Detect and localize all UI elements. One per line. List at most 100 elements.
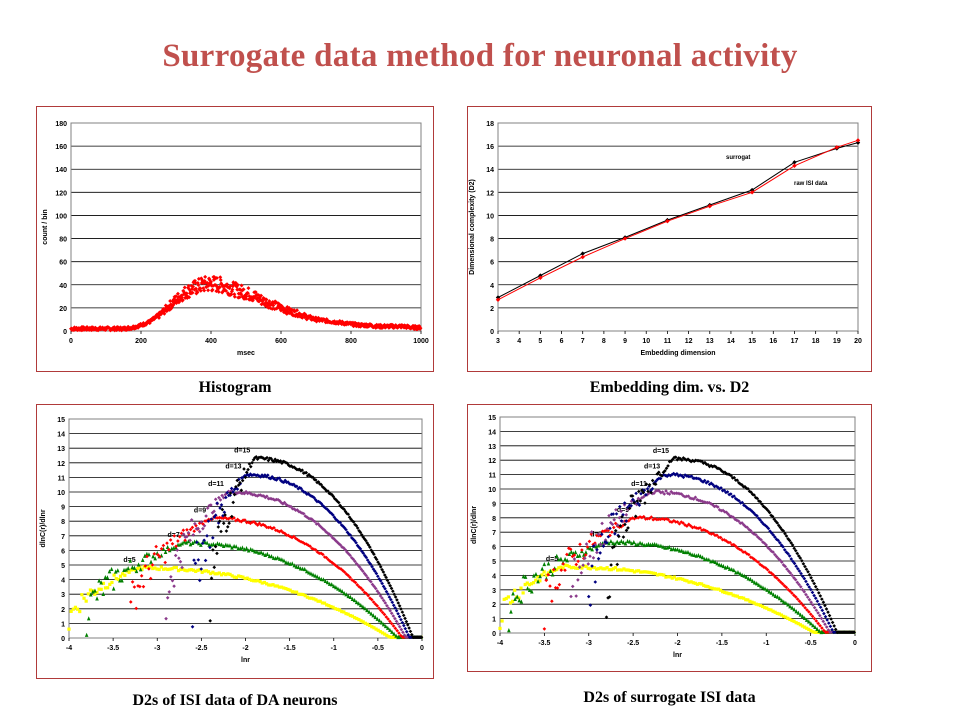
data-point (569, 594, 573, 599)
data-point (109, 566, 114, 572)
data-point (348, 575, 352, 580)
data-point (232, 487, 237, 492)
data-point (619, 519, 624, 523)
data-point (246, 548, 251, 553)
data-point (769, 531, 774, 535)
data-point (766, 545, 770, 550)
data-point (385, 578, 390, 583)
data-point (186, 283, 191, 288)
data-point (402, 623, 406, 628)
data-point (308, 474, 313, 478)
data-point (792, 619, 796, 623)
data-point (660, 572, 664, 577)
data-point (826, 628, 831, 632)
data-point (593, 542, 597, 547)
data-point (190, 624, 195, 629)
data-point (265, 455, 269, 460)
data-point (401, 630, 405, 635)
data-point (322, 505, 327, 509)
data-point (219, 573, 224, 577)
data-point (662, 573, 666, 577)
data-point (580, 548, 584, 552)
y-axis-label: dlnC(r)/dlnr (471, 506, 478, 544)
data-point (743, 550, 747, 554)
data-point (527, 587, 532, 593)
data-point (377, 577, 382, 581)
data-point (607, 568, 611, 572)
data-point (815, 587, 820, 592)
gridlines (500, 416, 855, 634)
data-point (386, 592, 390, 596)
series-label: d=5 (546, 556, 558, 563)
data-point (608, 526, 612, 531)
data-point (212, 565, 217, 570)
data-point (245, 576, 249, 580)
data-point (570, 584, 575, 589)
data-point (800, 587, 805, 592)
data-point (183, 538, 187, 543)
x-tick-label: -0.5 (805, 640, 817, 647)
data-point (153, 566, 157, 570)
data-point (177, 556, 181, 560)
data-point (336, 586, 340, 591)
data-point (833, 627, 838, 632)
data-point (136, 566, 140, 571)
data-point (201, 286, 206, 291)
x-tick-label: -2.5 (627, 640, 639, 647)
data-point (634, 569, 639, 573)
data-point (194, 569, 198, 573)
data-point (790, 543, 795, 547)
data-point (302, 541, 307, 546)
data-point (697, 498, 701, 503)
data-point (784, 600, 788, 605)
data-point (286, 560, 290, 565)
data-point (179, 295, 184, 300)
data-point (186, 530, 191, 535)
data-point (292, 507, 296, 511)
data-point (769, 549, 774, 553)
data-point (341, 506, 345, 511)
data-point (647, 482, 652, 487)
data-point (193, 521, 197, 526)
y-tick-label: 14 (486, 167, 494, 174)
data-point (656, 517, 661, 522)
x-tick-label: 800 (345, 338, 357, 345)
data-point (536, 575, 540, 579)
data-point (123, 573, 127, 577)
data-point (636, 542, 640, 547)
data-point (613, 541, 617, 546)
data-point (807, 610, 811, 614)
data-point (138, 567, 143, 572)
x-tick-label: 9 (623, 338, 627, 345)
data-point (671, 546, 676, 551)
data-point (204, 569, 209, 573)
x-tick-label: 6 (560, 338, 564, 345)
data-point (225, 525, 230, 529)
data-point (821, 619, 826, 624)
data-point (172, 584, 176, 588)
data-point (810, 579, 815, 583)
y-tick-label: 140 (55, 167, 67, 174)
data-point (790, 591, 794, 595)
data-point (185, 527, 189, 532)
data-point (359, 532, 364, 537)
data-point (202, 569, 206, 573)
data-point (127, 570, 131, 574)
histogram-chart: 0 20 40 60 80 100 120 140 160 180 0 200 400 600 800 100… (42, 121, 429, 357)
data-point (328, 510, 332, 515)
data-point (610, 545, 615, 550)
data-point (211, 536, 215, 540)
data-point (217, 519, 222, 524)
data-point (268, 496, 272, 501)
series-label: d=9 (194, 507, 206, 514)
data-point (368, 545, 372, 549)
data-point (725, 591, 729, 595)
data-point (708, 586, 712, 590)
data-point (796, 621, 800, 626)
data-point (563, 563, 567, 567)
data-point (669, 459, 673, 464)
data-point (659, 490, 663, 495)
data-point (572, 553, 577, 557)
data-point (234, 575, 239, 580)
data-point (177, 299, 182, 304)
